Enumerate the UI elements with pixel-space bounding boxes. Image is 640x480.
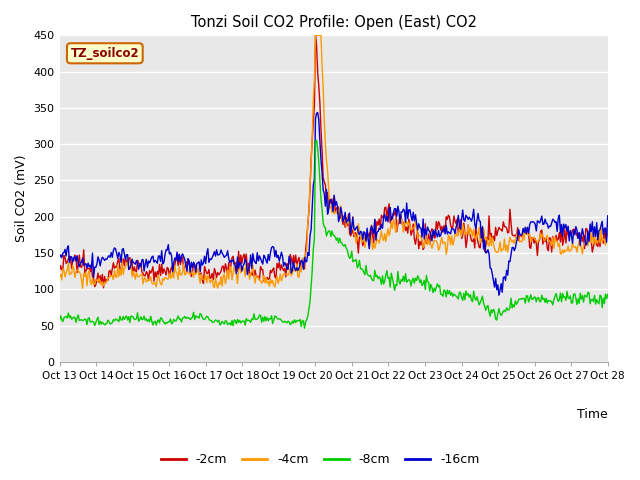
- Text: TZ_soilco2: TZ_soilco2: [70, 47, 139, 60]
- Title: Tonzi Soil CO2 Profile: Open (East) CO2: Tonzi Soil CO2 Profile: Open (East) CO2: [191, 15, 477, 30]
- Y-axis label: Soil CO2 (mV): Soil CO2 (mV): [15, 155, 28, 242]
- Legend: -2cm, -4cm, -8cm, -16cm: -2cm, -4cm, -8cm, -16cm: [156, 448, 484, 471]
- Text: Time: Time: [577, 408, 608, 420]
